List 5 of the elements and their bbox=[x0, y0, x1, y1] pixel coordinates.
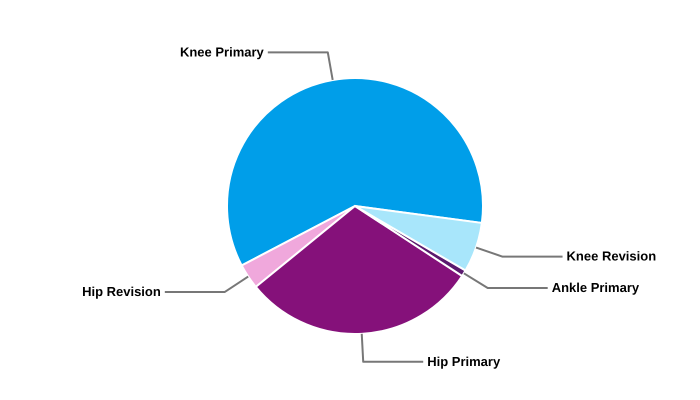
slice-label: Hip Revision bbox=[82, 284, 161, 299]
slice-label: Knee Revision bbox=[566, 248, 656, 264]
slice-label: Hip Primary bbox=[427, 354, 501, 369]
slice-label: Ankle Primary bbox=[552, 280, 640, 296]
slice-label: Knee Primary bbox=[180, 44, 265, 60]
